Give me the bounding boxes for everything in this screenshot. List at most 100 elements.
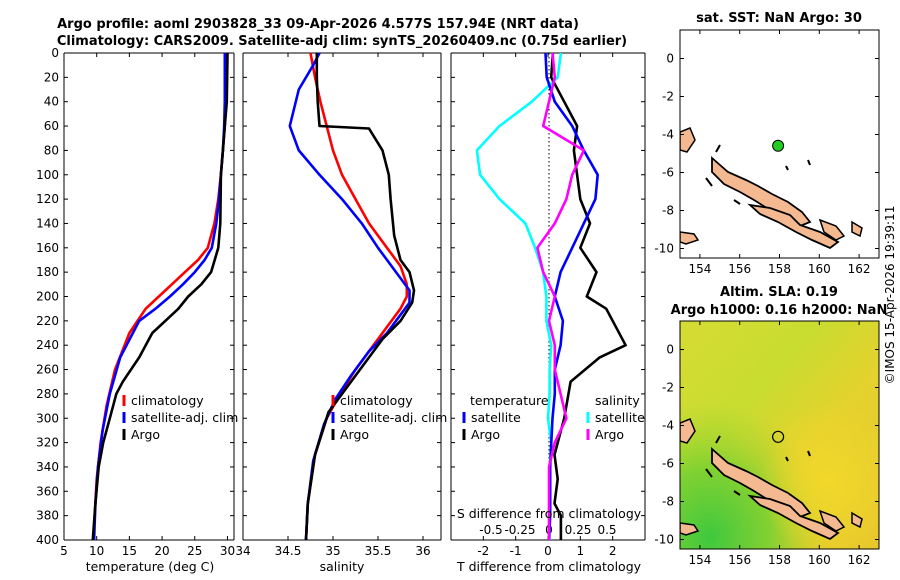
temperature-series-climatology bbox=[92, 53, 229, 541]
depth-ytick-label: 340 bbox=[36, 460, 59, 474]
salinity-xlabel: salinity bbox=[320, 559, 365, 574]
sst_map-xtick-label: 162 bbox=[848, 262, 871, 276]
sla_map-ytick-label: -10 bbox=[654, 533, 674, 547]
main-title-line1: Argo profile: aoml 2903828_33 09-Apr-202… bbox=[57, 17, 579, 32]
depth-ytick-label: 120 bbox=[36, 192, 59, 206]
sst_map-ytick-label: -6 bbox=[662, 166, 674, 180]
temp-legend-argo: Argo bbox=[131, 427, 160, 442]
differences-xtick-label: 2 bbox=[609, 544, 617, 558]
t-difference-xlabel: T difference from climatology bbox=[456, 559, 642, 574]
temperature-legend: climatology satellite-adj. clim Argo bbox=[122, 393, 238, 442]
salinity-xtick-label: 35.5 bbox=[365, 544, 392, 558]
depth-ytick-label: 60 bbox=[44, 119, 59, 133]
differences-xtick-label: -2 bbox=[477, 544, 489, 558]
imos-credit: ©IMOS 15-Apr-2026 19:39:11 bbox=[883, 206, 897, 385]
sla_map-ytick-label: -8 bbox=[662, 495, 674, 509]
temperature-series-argo bbox=[91, 52, 229, 541]
depth-ytick-label: 200 bbox=[36, 290, 59, 304]
sst_map-xtick-label: 158 bbox=[768, 262, 791, 276]
sla-map-title-line1: Altim. SLA: 0.19 bbox=[720, 285, 838, 300]
sla_map-ytick-label: 0 bbox=[666, 343, 674, 357]
sst-map-coastlines bbox=[680, 127, 863, 250]
sla_map-xtick-label: 162 bbox=[848, 553, 871, 567]
s-difference-tick-label: -0.5 bbox=[479, 523, 502, 537]
differences-xtick-label: -1 bbox=[510, 544, 522, 558]
salinity-series-satellite-adj-clim bbox=[288, 52, 411, 541]
salinity-xtick-label: 36 bbox=[415, 544, 430, 558]
depth-ytick-label: 300 bbox=[36, 411, 59, 425]
depth-ytick-label: 20 bbox=[44, 70, 59, 84]
difference-profile-panel: -2 -1 0 1 2-0.5 -0.25 0 0.25 0.5 T difference fr… bbox=[450, 52, 646, 574]
difference-legend: temperature salinity satellite Argo sate… bbox=[462, 393, 645, 442]
depth-ytick-label: 360 bbox=[36, 484, 59, 498]
sla_map-xtick-label: 158 bbox=[768, 553, 791, 567]
sla_map-ytick-label: -6 bbox=[662, 457, 674, 471]
depth-ytick-label: 280 bbox=[36, 387, 59, 401]
sla-map-title-line2: Argo h1000: 0.16 h2000: NaN bbox=[671, 303, 888, 318]
sst_map-xtick-label: 160 bbox=[808, 262, 831, 276]
salinity-xtick-label: 35 bbox=[325, 544, 340, 558]
sla_map-xtick-label: 154 bbox=[688, 553, 711, 567]
depth-ytick-label: 380 bbox=[36, 509, 59, 523]
sst_map-ytick-label: 0 bbox=[666, 52, 674, 66]
temp-legend-climatology: climatology bbox=[131, 393, 204, 408]
temperature-xtick-label: 15 bbox=[122, 544, 137, 558]
temperature-xtick-label: 30 bbox=[220, 544, 235, 558]
temperature-xtick-label: 25 bbox=[187, 544, 202, 558]
temp-legend-satellite: satellite-adj. clim bbox=[131, 410, 238, 425]
sla_map-xtick-label: 160 bbox=[808, 553, 831, 567]
sst_map-ytick-label: -2 bbox=[662, 90, 674, 104]
s-difference-tick-label: -0.25 bbox=[504, 523, 535, 537]
sal-legend-satellite: satellite-adj. clim bbox=[340, 410, 447, 425]
salinity-xtick-label: 34 bbox=[235, 544, 250, 558]
sst_map-ytick-label: -4 bbox=[662, 128, 674, 142]
s-difference-tick-label: 0.25 bbox=[565, 523, 592, 537]
temperature-xtick-label: 5 bbox=[60, 544, 68, 558]
differences-xtick-label: 0 bbox=[544, 544, 552, 558]
sla_map-ytick-label: -4 bbox=[662, 419, 674, 433]
differences-xtick-label: 1 bbox=[577, 544, 585, 558]
temperature-xlabel: temperature (deg C) bbox=[86, 559, 215, 574]
diff-legend-temperature-title: temperature bbox=[470, 393, 549, 408]
diff-legend-salinity-title: salinity bbox=[595, 393, 640, 408]
sst-argo-position-marker bbox=[772, 139, 785, 152]
sst_map-xtick-label: 156 bbox=[728, 262, 751, 276]
depth-ytick-label: 260 bbox=[36, 363, 59, 377]
s-difference-tick-label: 0.5 bbox=[597, 523, 616, 537]
sst-map: 154 156 158 160 162 0 -2 -4 -6 -8 -10 bbox=[654, 29, 880, 276]
diff-legend-temp-satellite: satellite bbox=[471, 410, 521, 425]
depth-ytick-label: 400 bbox=[36, 533, 59, 547]
diff-legend-temp-argo: Argo bbox=[471, 427, 500, 442]
depth-ytick-label: 0 bbox=[51, 46, 59, 60]
depth-ytick-label: 180 bbox=[36, 265, 59, 279]
depth-ytick-label: 320 bbox=[36, 436, 59, 450]
depth-ytick-label: 220 bbox=[36, 314, 59, 328]
differences-series-temperature-argo bbox=[549, 52, 627, 540]
sla-map-coastlines bbox=[680, 418, 863, 541]
sla_map-xtick-label: 156 bbox=[728, 553, 751, 567]
sst-map-title: sat. SST: NaN Argo: 30 bbox=[696, 11, 862, 26]
temperature-profile-panel: 5 10 15 20 25 3002040608010012014016018020022… bbox=[36, 46, 238, 574]
sst_map-xtick-label: 154 bbox=[688, 262, 711, 276]
depth-ytick-label: 40 bbox=[44, 95, 59, 109]
sla-argo-position-marker bbox=[771, 430, 785, 443]
s-difference-label: S difference from climatology bbox=[457, 506, 642, 521]
depth-ytick-label: 100 bbox=[36, 168, 59, 182]
depth-ytick-label: 140 bbox=[36, 216, 59, 230]
temperature-xtick-label: 10 bbox=[89, 544, 104, 558]
salinity-xtick-label: 34.5 bbox=[275, 544, 302, 558]
main-title-line2: Climatology: CARS2009. Satellite-adj cli… bbox=[57, 34, 627, 49]
diff-legend-sal-satellite: satellite bbox=[595, 410, 645, 425]
temperature-xtick-label: 20 bbox=[154, 544, 169, 558]
sst_map-ytick-label: -10 bbox=[654, 242, 674, 256]
differences-series-salinity-satellite bbox=[544, 52, 600, 541]
depth-ytick-label: 80 bbox=[44, 143, 59, 157]
sal-legend-climatology: climatology bbox=[340, 393, 413, 408]
differences-series-salinity-argo bbox=[536, 52, 586, 540]
depth-ytick-label: 240 bbox=[36, 338, 59, 352]
depth-ytick-label: 160 bbox=[36, 241, 59, 255]
salinity-profile-panel: 34 34.5 35 35.5 36 salinity climatology sate… bbox=[235, 52, 447, 574]
sla_map-ytick-label: -2 bbox=[662, 381, 674, 395]
sla-map: 154 156 158 160 162 0 -2 -4 -6 -8 -10 bbox=[654, 320, 880, 567]
